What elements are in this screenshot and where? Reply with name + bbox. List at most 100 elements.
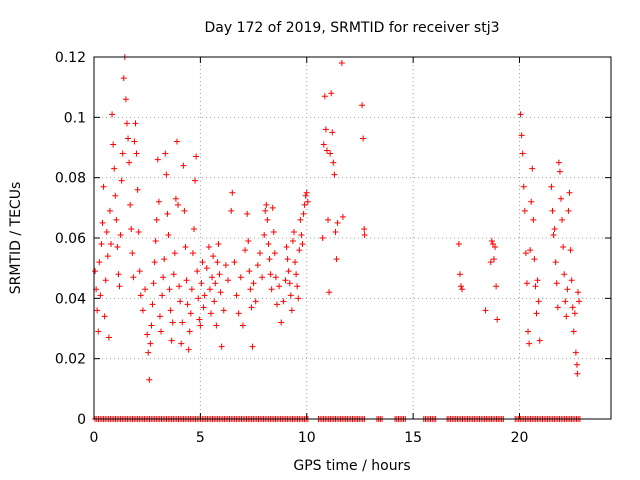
x-tick-label: 15: [404, 430, 422, 446]
data-point: [339, 213, 346, 220]
data-point: [119, 150, 126, 157]
data-point: [290, 228, 297, 235]
data-point: [102, 277, 109, 284]
data-point: [361, 231, 368, 238]
data-point: [536, 337, 543, 344]
data-point: [576, 298, 583, 305]
data-point: [179, 319, 186, 326]
data-point: [264, 216, 271, 223]
data-point: [201, 292, 208, 299]
data-point: [166, 286, 173, 293]
data-point: [252, 298, 259, 305]
data-point: [110, 141, 117, 148]
data-point: [319, 235, 326, 241]
data-point: [170, 271, 177, 278]
data-point: [104, 253, 111, 260]
data-point: [239, 322, 246, 329]
data-point: [247, 286, 254, 293]
data-point: [132, 120, 139, 127]
data-point: [225, 277, 232, 284]
data-point: [304, 198, 311, 205]
data-point: [320, 141, 327, 148]
data-point: [94, 307, 101, 314]
data-point: [139, 307, 146, 314]
data-point: [278, 319, 285, 326]
data-point: [532, 283, 539, 290]
data-point: [572, 349, 579, 356]
data-point: [458, 283, 465, 290]
data-point: [198, 280, 205, 287]
data-point: [199, 259, 206, 266]
data-point: [556, 168, 563, 175]
data-point: [559, 216, 566, 223]
data-point: [148, 322, 155, 329]
data-point: [228, 207, 235, 214]
data-point: [568, 277, 575, 284]
data-point: [215, 241, 222, 248]
data-point: [113, 216, 120, 223]
data-point: [115, 271, 122, 278]
data-point: [135, 228, 142, 235]
data-point: [153, 216, 160, 223]
data-point: [555, 159, 562, 166]
data-point: [149, 301, 156, 308]
data-point: [273, 301, 280, 308]
data-point: [205, 244, 212, 251]
data-point: [280, 298, 287, 305]
data-point: [176, 283, 183, 290]
data-point: [282, 277, 289, 284]
data-point: [109, 111, 116, 118]
data-point: [173, 138, 180, 145]
data-point: [328, 90, 335, 97]
data-point: [122, 96, 129, 103]
y-axis-label: SRMTID / TECUs: [8, 182, 24, 295]
data-point: [567, 247, 574, 254]
data-point: [246, 268, 253, 275]
data-point: [206, 286, 213, 293]
data-point: [295, 295, 302, 302]
data-point: [535, 298, 542, 305]
data-point: [189, 250, 196, 257]
data-point: [265, 241, 272, 248]
data-point: [575, 289, 582, 296]
data-point: [126, 159, 133, 166]
data-point: [165, 231, 172, 238]
data-point: [550, 231, 557, 238]
data-point: [203, 265, 210, 272]
data-point: [271, 250, 278, 257]
data-point: [217, 289, 224, 296]
data-point: [298, 231, 305, 238]
plot-frame: [93, 56, 612, 420]
data-point: [288, 307, 295, 314]
data-point: [169, 319, 176, 326]
data-point: [564, 286, 571, 293]
data-point: [161, 256, 168, 263]
data-point: [195, 295, 202, 302]
data-point: [299, 241, 306, 248]
data-point: [111, 165, 118, 172]
y-tick-label: 0.1: [64, 110, 86, 126]
chart-title: Day 172 of 2019, SRMTID for receiver stj…: [205, 20, 500, 36]
data-point: [222, 262, 229, 269]
data-point: [209, 274, 216, 281]
data-point: [254, 262, 261, 269]
data-point: [112, 192, 119, 199]
grid-lines: [94, 57, 611, 419]
data-point: [267, 271, 274, 278]
data-point: [482, 307, 489, 314]
data-point: [150, 280, 157, 287]
data-point: [488, 238, 495, 245]
data-point: [144, 331, 151, 338]
data-point: [235, 310, 242, 317]
data-point: [321, 93, 328, 100]
y-tick-label: 0.04: [55, 291, 86, 307]
data-point: [106, 207, 113, 214]
data-point: [117, 231, 124, 238]
data-point: [529, 165, 536, 172]
data-point: [186, 328, 193, 335]
data-point: [289, 238, 296, 245]
data-point: [272, 274, 279, 281]
data-points: [92, 54, 583, 422]
data-point: [563, 313, 570, 320]
data-point: [487, 259, 494, 266]
